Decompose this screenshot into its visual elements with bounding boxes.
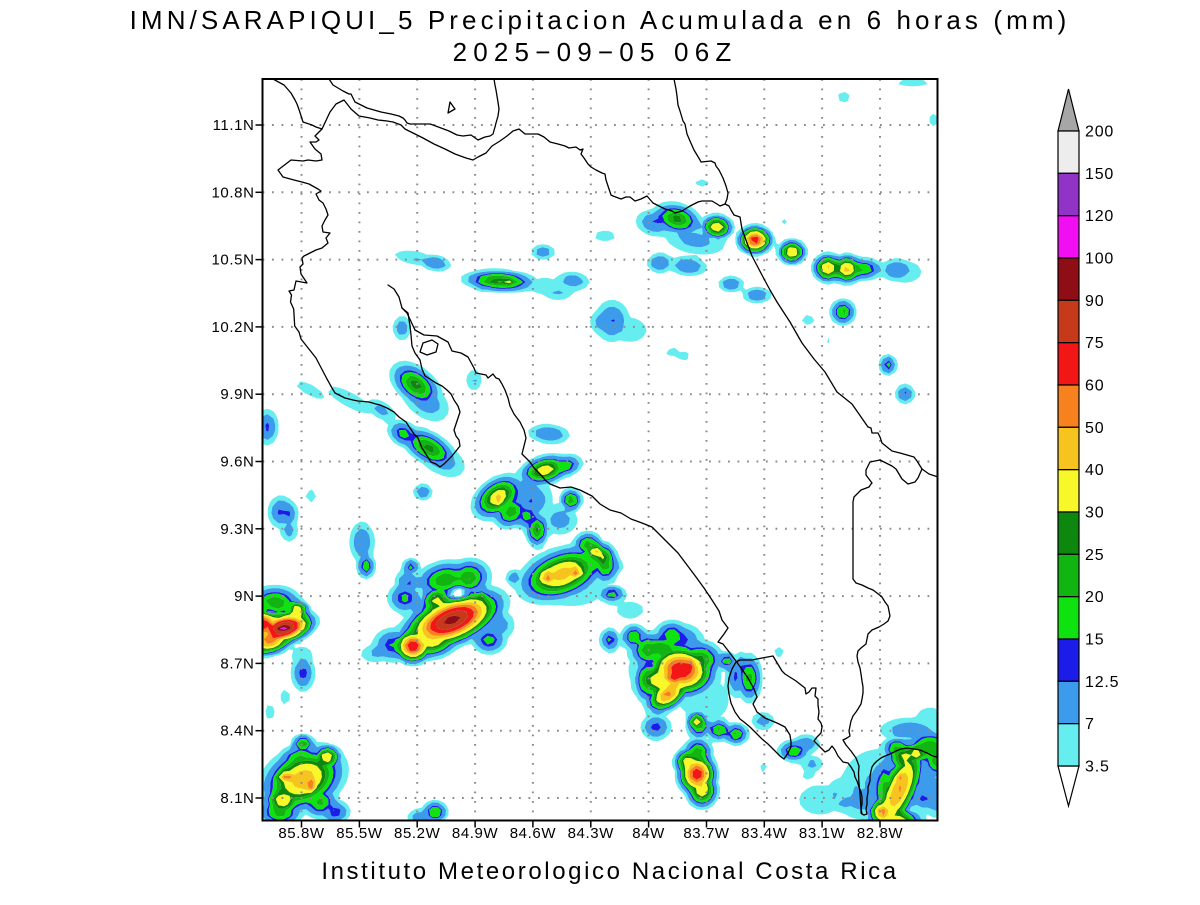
svg-text:8.1N: 8.1N [220, 790, 254, 807]
svg-text:9.3N: 9.3N [220, 521, 254, 538]
svg-text:9N: 9N [234, 588, 254, 605]
svg-text:84.3W: 84.3W [568, 825, 615, 842]
svg-text:83.1W: 83.1W [799, 825, 846, 842]
svg-text:8.4N: 8.4N [220, 723, 254, 740]
svg-text:30: 30 [1085, 505, 1104, 522]
svg-text:8.7N: 8.7N [220, 655, 254, 672]
svg-text:60: 60 [1085, 378, 1104, 395]
svg-text:12.5: 12.5 [1085, 674, 1119, 691]
svg-text:IMN/SARAPIQUI_5 Precipitacion: IMN/SARAPIQUI_5 Precipitacion Acumulada … [130, 5, 1071, 35]
svg-text:85.2W: 85.2W [394, 825, 441, 842]
svg-text:25: 25 [1085, 547, 1104, 564]
svg-text:10.5N: 10.5N [211, 252, 254, 269]
svg-text:85.8W: 85.8W [278, 825, 325, 842]
svg-text:90: 90 [1085, 293, 1104, 310]
svg-text:85.5W: 85.5W [336, 825, 383, 842]
svg-text:15: 15 [1085, 632, 1104, 649]
svg-text:83.4W: 83.4W [741, 825, 788, 842]
svg-text:75: 75 [1085, 335, 1104, 352]
svg-text:84W: 84W [632, 825, 665, 842]
svg-text:83.7W: 83.7W [683, 825, 730, 842]
svg-text:120: 120 [1085, 208, 1114, 225]
svg-text:10.8N: 10.8N [211, 184, 254, 201]
svg-text:10.2N: 10.2N [211, 319, 254, 336]
svg-text:Instituto Meteorologico Nacion: Instituto Meteorologico Nacional Costa R… [321, 858, 898, 885]
svg-text:7: 7 [1085, 716, 1095, 733]
svg-text:100: 100 [1085, 251, 1114, 268]
svg-text:50: 50 [1085, 420, 1104, 437]
svg-text:9.6N: 9.6N [220, 454, 254, 471]
svg-text:84.6W: 84.6W [510, 825, 557, 842]
svg-text:200: 200 [1085, 124, 1114, 141]
svg-text:9.9N: 9.9N [220, 386, 254, 403]
svg-text:84.9W: 84.9W [452, 825, 499, 842]
svg-text:2025−09−05 06Z: 2025−09−05 06Z [453, 37, 738, 67]
svg-text:11.1N: 11.1N [213, 117, 255, 134]
svg-text:40: 40 [1085, 462, 1104, 479]
svg-text:150: 150 [1085, 166, 1114, 183]
svg-text:3.5: 3.5 [1085, 759, 1110, 776]
svg-text:82.8W: 82.8W [857, 825, 904, 842]
svg-text:20: 20 [1085, 589, 1104, 606]
